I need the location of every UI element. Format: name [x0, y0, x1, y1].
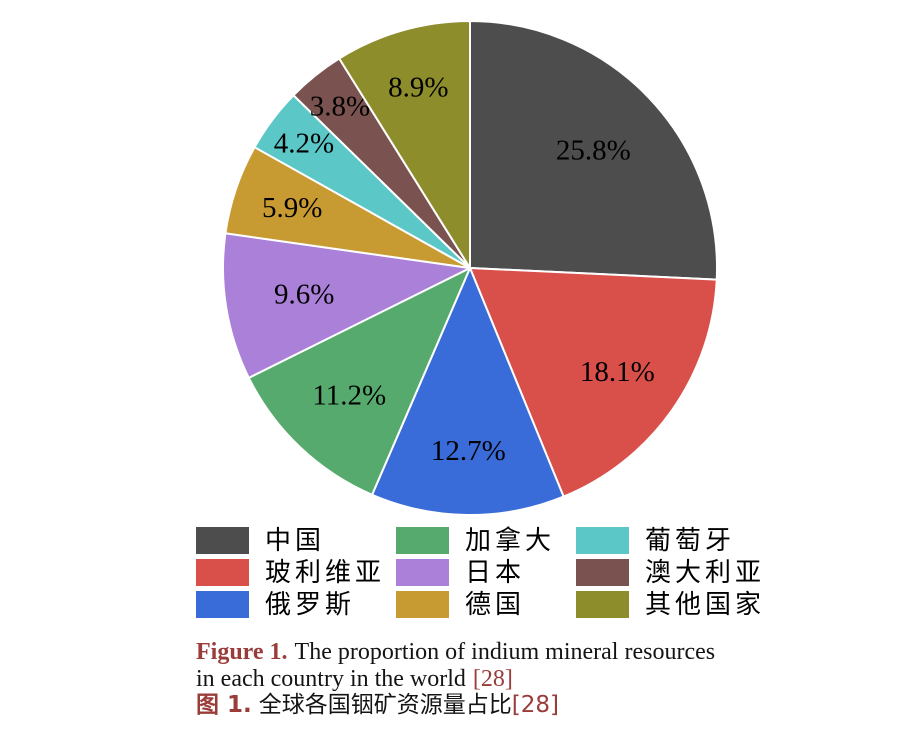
- legend-item-germany: 德国: [396, 591, 555, 618]
- pie-slice-canada: [247, 267, 471, 496]
- figure-caption: Figure 1. The proportion of indium minera…: [196, 639, 756, 719]
- caption-en-text1: The proportion of indium mineral resourc…: [294, 639, 716, 665]
- legend-item-china: 中国: [196, 527, 385, 554]
- pie-label-china: 25.8%: [556, 134, 631, 166]
- legend-label-china: 中国: [265, 526, 326, 555]
- legend-swatch-china: [196, 527, 249, 554]
- caption-ref-en: [28]: [472, 665, 513, 692]
- legend-swatch-australia: [576, 559, 629, 586]
- pie-label-bolivia: 18.1%: [580, 356, 655, 388]
- caption-zh-line: 图 1. 全球各国铟矿资源量占比[28]: [196, 692, 756, 719]
- legend-swatch-germany: [396, 591, 449, 618]
- legend-item-portugal: 葡萄牙: [576, 527, 765, 554]
- legend-swatch-canada: [396, 527, 449, 554]
- pie-label-japan: 9.6%: [274, 279, 334, 311]
- legend-item-bolivia: 玻利维亚: [196, 559, 385, 586]
- pie-label-australia: 3.8%: [310, 90, 370, 122]
- figure-label-zh: 图 1.: [196, 692, 252, 718]
- pie-slice-others: [338, 20, 471, 269]
- pie-slice-bolivia: [469, 267, 718, 498]
- pie-label-others: 8.9%: [388, 72, 448, 104]
- pie-slice-japan: [222, 232, 471, 379]
- pie-slice-china: [469, 20, 718, 281]
- pie-slice-russia: [371, 267, 565, 516]
- legend-swatch-others: [576, 591, 629, 618]
- legend-item-australia: 澳大利亚: [576, 559, 765, 586]
- legend-item-japan: 日本: [396, 559, 555, 586]
- pie-label-portugal: 4.2%: [274, 128, 334, 160]
- caption-ref-zh: [28]: [511, 692, 559, 718]
- caption-en-line2: in each country in the world [28]: [196, 666, 756, 693]
- caption-en-text2: in each country in the world: [196, 665, 466, 692]
- caption-en-line1: Figure 1. The proportion of indium minera…: [196, 639, 756, 666]
- legend-label-others: 其他国家: [645, 590, 766, 619]
- legend-label-canada: 加拿大: [465, 526, 556, 555]
- legend-column-2: 加拿大 日本 德国: [396, 527, 555, 618]
- caption-zh-text: 全球各国铟矿资源量占比: [258, 692, 512, 718]
- legend-item-russia: 俄罗斯: [196, 591, 385, 618]
- legend-column-1: 中国 玻利维亚 俄罗斯: [196, 527, 385, 618]
- legend-swatch-japan: [396, 559, 449, 586]
- legend-swatch-portugal: [576, 527, 629, 554]
- legend-label-russia: 俄罗斯: [265, 590, 356, 619]
- figure-label-en: Figure 1.: [196, 639, 288, 665]
- legend-column-3: 葡萄牙澳大利亚其他国家: [576, 527, 765, 618]
- legend-label-germany: 德国: [465, 590, 526, 619]
- legend-label-bolivia: 玻利维亚: [265, 558, 386, 587]
- legend-label-australia: 澳大利亚: [645, 558, 766, 587]
- legend-label-japan: 日本: [465, 558, 526, 587]
- legend-swatch-bolivia: [196, 559, 249, 586]
- pie-label-russia: 12.7%: [431, 435, 506, 467]
- legend-label-portugal: 葡萄牙: [645, 526, 736, 555]
- pie-label-germany: 5.9%: [262, 192, 322, 224]
- pie-label-canada: 11.2%: [312, 379, 386, 411]
- legend-item-others: 其他国家: [576, 591, 765, 618]
- pie-chart: 25.8% 18.1% 12.7% 11.2% 9.6% 5.9% 4.2% 3.8% 8.9%: [222, 20, 718, 516]
- legend-swatch-russia: [196, 591, 249, 618]
- legend-item-canada: 加拿大: [396, 527, 555, 554]
- pie-legend: 中国 玻利维亚 俄罗斯 加拿大 日本 德国 葡萄牙 澳大利亚 其他国家: [0, 527, 914, 627]
